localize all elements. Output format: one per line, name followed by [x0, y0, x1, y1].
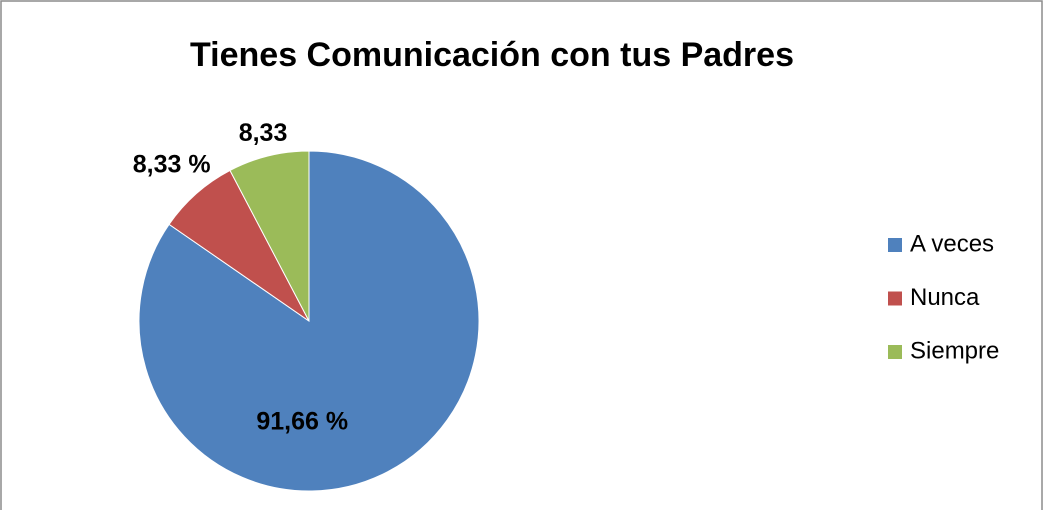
data-label: 8,33 — [239, 119, 288, 147]
legend-swatch — [888, 238, 902, 252]
legend-label: Nunca — [910, 284, 980, 311]
legend-swatch — [888, 291, 902, 306]
legend-label: Siempre — [910, 337, 999, 364]
data-label: 91,66 % — [256, 407, 348, 435]
chart-title: Tienes Comunicación con tus Padres — [190, 36, 794, 74]
legend-label: A veces — [910, 230, 994, 257]
data-label: 8,33 % — [133, 151, 211, 179]
legend-swatch — [888, 345, 902, 359]
pie-slice — [229, 150, 310, 322]
